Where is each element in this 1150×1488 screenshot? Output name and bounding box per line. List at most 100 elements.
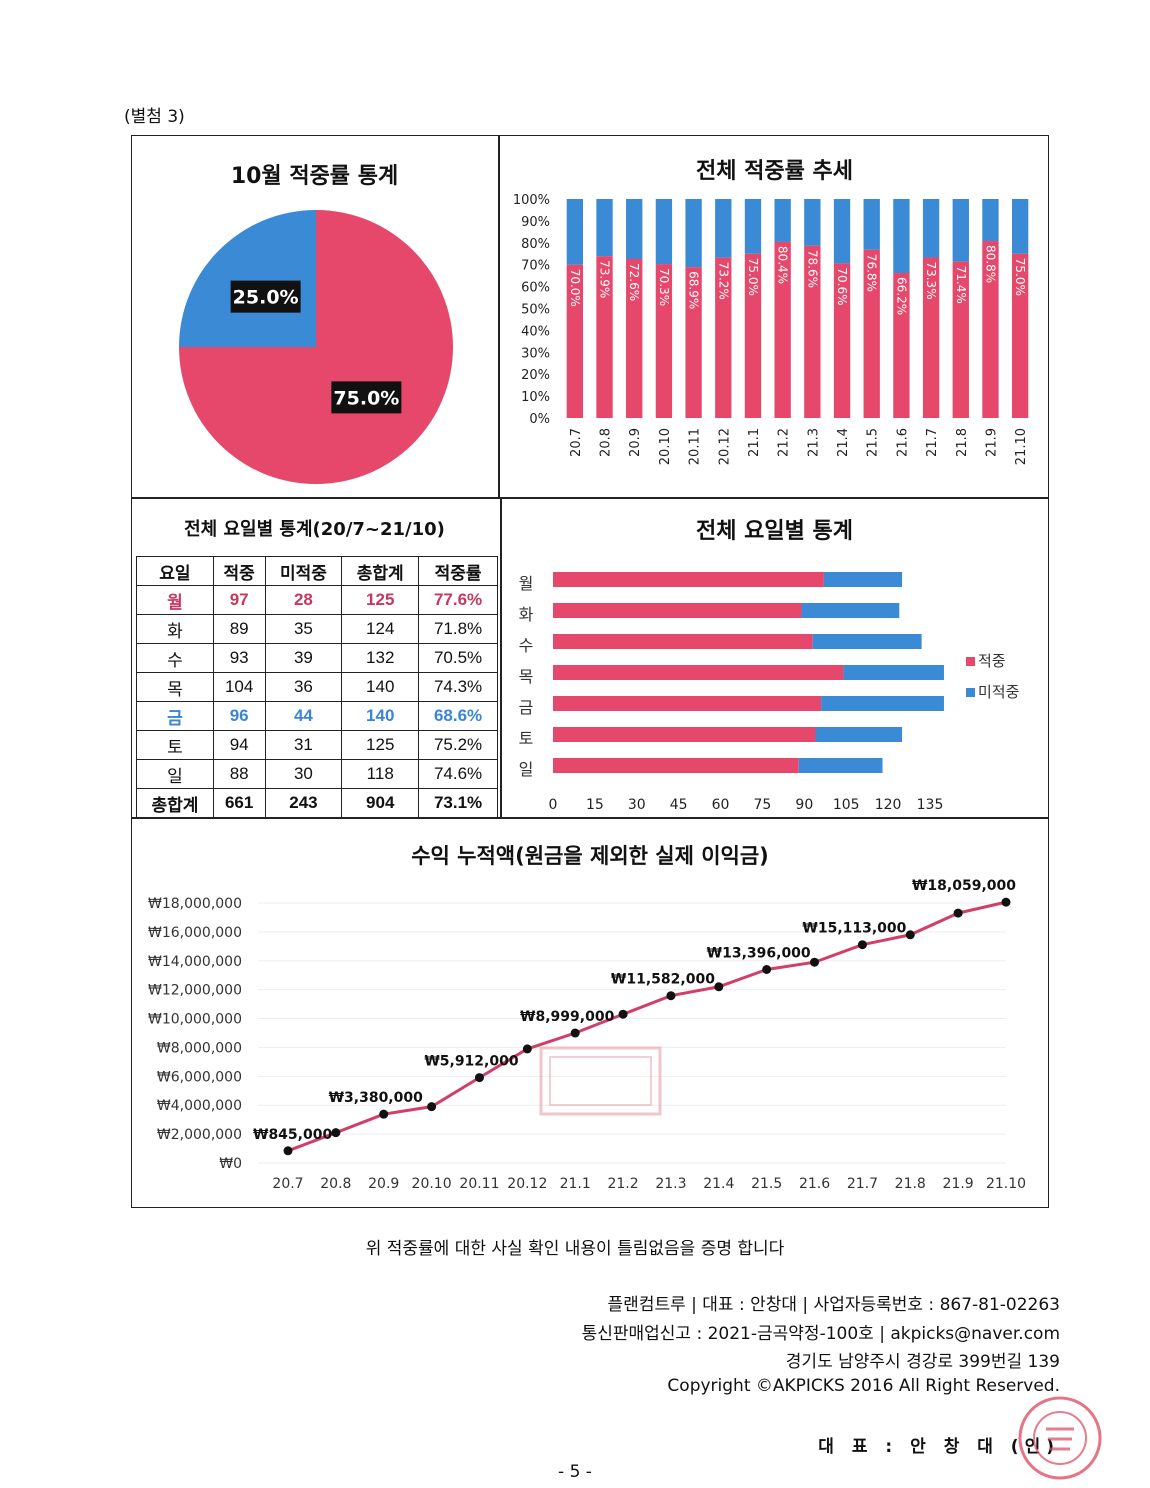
divider-h-2 (131, 817, 1049, 819)
profit-point (1001, 897, 1011, 907)
divider-v-top (498, 135, 500, 497)
x-tick-label: 21.6 (799, 1176, 830, 1192)
trend-data-label: 80.4% (776, 246, 790, 284)
y-tick-label: ₩12,000,000 (148, 983, 242, 999)
hbar-hit (553, 758, 799, 773)
y-tick-label: ₩0 (219, 1156, 242, 1172)
cell-total: 125 (341, 730, 420, 760)
y-tick-label: 80% (521, 237, 550, 252)
table-row: 금 96 44 140 68.6% (136, 701, 498, 731)
footer-line-3: 경기도 남양주시 경강로 399번길 139 (785, 1352, 1060, 1372)
x-tick-label: 20.7 (272, 1176, 303, 1192)
cell-hit: 104 (212, 672, 266, 702)
cell-hit: 88 (212, 759, 266, 789)
y-tick-label: 60% (521, 281, 550, 296)
trend-bar-hit (655, 264, 673, 418)
profit-point (283, 1146, 293, 1156)
trend-bar-miss (715, 199, 732, 258)
cell-rate: 74.6% (418, 759, 498, 789)
profit-data-label: ₩18,059,000 (912, 878, 1016, 894)
y-tick-label: ₩2,000,000 (157, 1127, 242, 1143)
weekday-table: 요일 적중 미적중 총합계 적중률 월 97 28 125 77.6% 화 89… (136, 556, 498, 818)
profit-data-label: ₩11,582,000 (611, 972, 715, 988)
profit-point (762, 965, 772, 975)
trend-data-label: 71.4% (954, 266, 968, 304)
y-tick-label: ₩6,000,000 (157, 1069, 242, 1085)
x-tick-label: 21.3 (655, 1176, 686, 1192)
cell-day: 화 (136, 614, 214, 644)
cell-hit: 89 (212, 614, 266, 644)
trend-bar-miss (952, 199, 969, 262)
profit-point (905, 930, 915, 940)
x-tick-label: 21.10 (1014, 428, 1029, 465)
table-row: 일 88 30 118 74.6% (136, 759, 498, 789)
trend-bar-hit (715, 257, 732, 418)
profit-point (522, 1044, 532, 1054)
header-hit: 적중 (212, 556, 266, 586)
y-category-label: 수 (519, 636, 534, 655)
x-tick-label: 21.4 (703, 1176, 734, 1192)
y-tick-label: ₩18,000,000 (148, 896, 242, 912)
profit-point (953, 908, 963, 918)
cell-hit: 94 (212, 730, 266, 760)
x-tick-label: 20.12 (507, 1176, 547, 1192)
x-tick-label: 21.9 (984, 428, 999, 457)
pie-chart: 75.0% 25.0% (179, 210, 453, 484)
pie-label: 75.0% (333, 387, 399, 409)
verification-text: 위 적중률에 대한 사실 확인 내용이 틀림없음을 증명 합니다 (365, 1239, 785, 1259)
y-tick-label: 0% (529, 412, 550, 427)
trend-bar-miss (774, 199, 791, 242)
x-tick-label: 15 (586, 797, 604, 813)
x-tick-label: 20.11 (459, 1176, 499, 1192)
trend-bar-hit (863, 249, 880, 418)
table-row: 수 93 39 132 70.5% (136, 643, 498, 673)
weekday-chart-title: 전체 요일별 통계 (696, 519, 853, 544)
trend-bar-miss (626, 199, 643, 260)
cell-total-miss: 243 (264, 788, 343, 818)
y-tick-label: ₩8,000,000 (157, 1040, 242, 1056)
profit-point (618, 1009, 628, 1019)
x-tick-label: 21.1 (560, 1176, 591, 1192)
x-tick-label: 20.12 (717, 428, 732, 465)
trend-bar-miss (685, 199, 702, 268)
trend-bar-hit (922, 257, 940, 418)
x-tick-label: 20.8 (320, 1176, 351, 1192)
cell-rate: 77.6% (418, 585, 498, 615)
x-tick-label: 21.9 (943, 1176, 974, 1192)
y-tick-label: 30% (521, 346, 550, 361)
x-tick-label: 21.8 (895, 1176, 926, 1192)
trend-bar-hit (804, 245, 821, 418)
cell-total: 132 (341, 643, 420, 673)
y-tick-label: ₩4,000,000 (157, 1098, 242, 1114)
trend-bar-hit (982, 241, 999, 418)
stamp-mark (539, 1046, 662, 1116)
cell-total: 124 (341, 614, 420, 644)
trend-bar-hit (744, 253, 762, 418)
profit-data-label: ₩13,396,000 (707, 946, 811, 962)
x-tick-label: 21.7 (847, 1176, 878, 1192)
cell-total: 125 (341, 585, 420, 615)
x-tick-label: 21.4 (836, 428, 851, 457)
y-category-label: 일 (519, 760, 534, 779)
trend-data-label: 66.2% (894, 277, 908, 315)
hbar-miss (812, 634, 922, 649)
cell-day: 일 (136, 759, 214, 789)
attachment-label: (별첨 3) (124, 107, 185, 127)
hbar-miss (821, 696, 944, 711)
page-number: - 5 - (558, 1462, 592, 1482)
y-category-label: 금 (519, 698, 534, 717)
divider-h-1 (131, 497, 1049, 499)
cell-miss: 30 (264, 759, 343, 789)
cell-hit: 96 (212, 701, 266, 731)
hbar-miss (823, 572, 903, 587)
header-rate: 적중률 (418, 556, 498, 586)
table-row: 토 94 31 125 75.2% (136, 730, 498, 760)
profit-line (287, 900, 1007, 1153)
legend-label: 미적중 (978, 683, 1019, 701)
company-seal (1018, 1396, 1102, 1480)
y-tick-label: 20% (521, 368, 550, 383)
y-tick-label: 70% (521, 259, 550, 274)
trend-bar-miss (596, 199, 613, 257)
x-tick-label: 20.9 (628, 428, 643, 457)
x-tick-label: 21.5 (751, 1176, 782, 1192)
